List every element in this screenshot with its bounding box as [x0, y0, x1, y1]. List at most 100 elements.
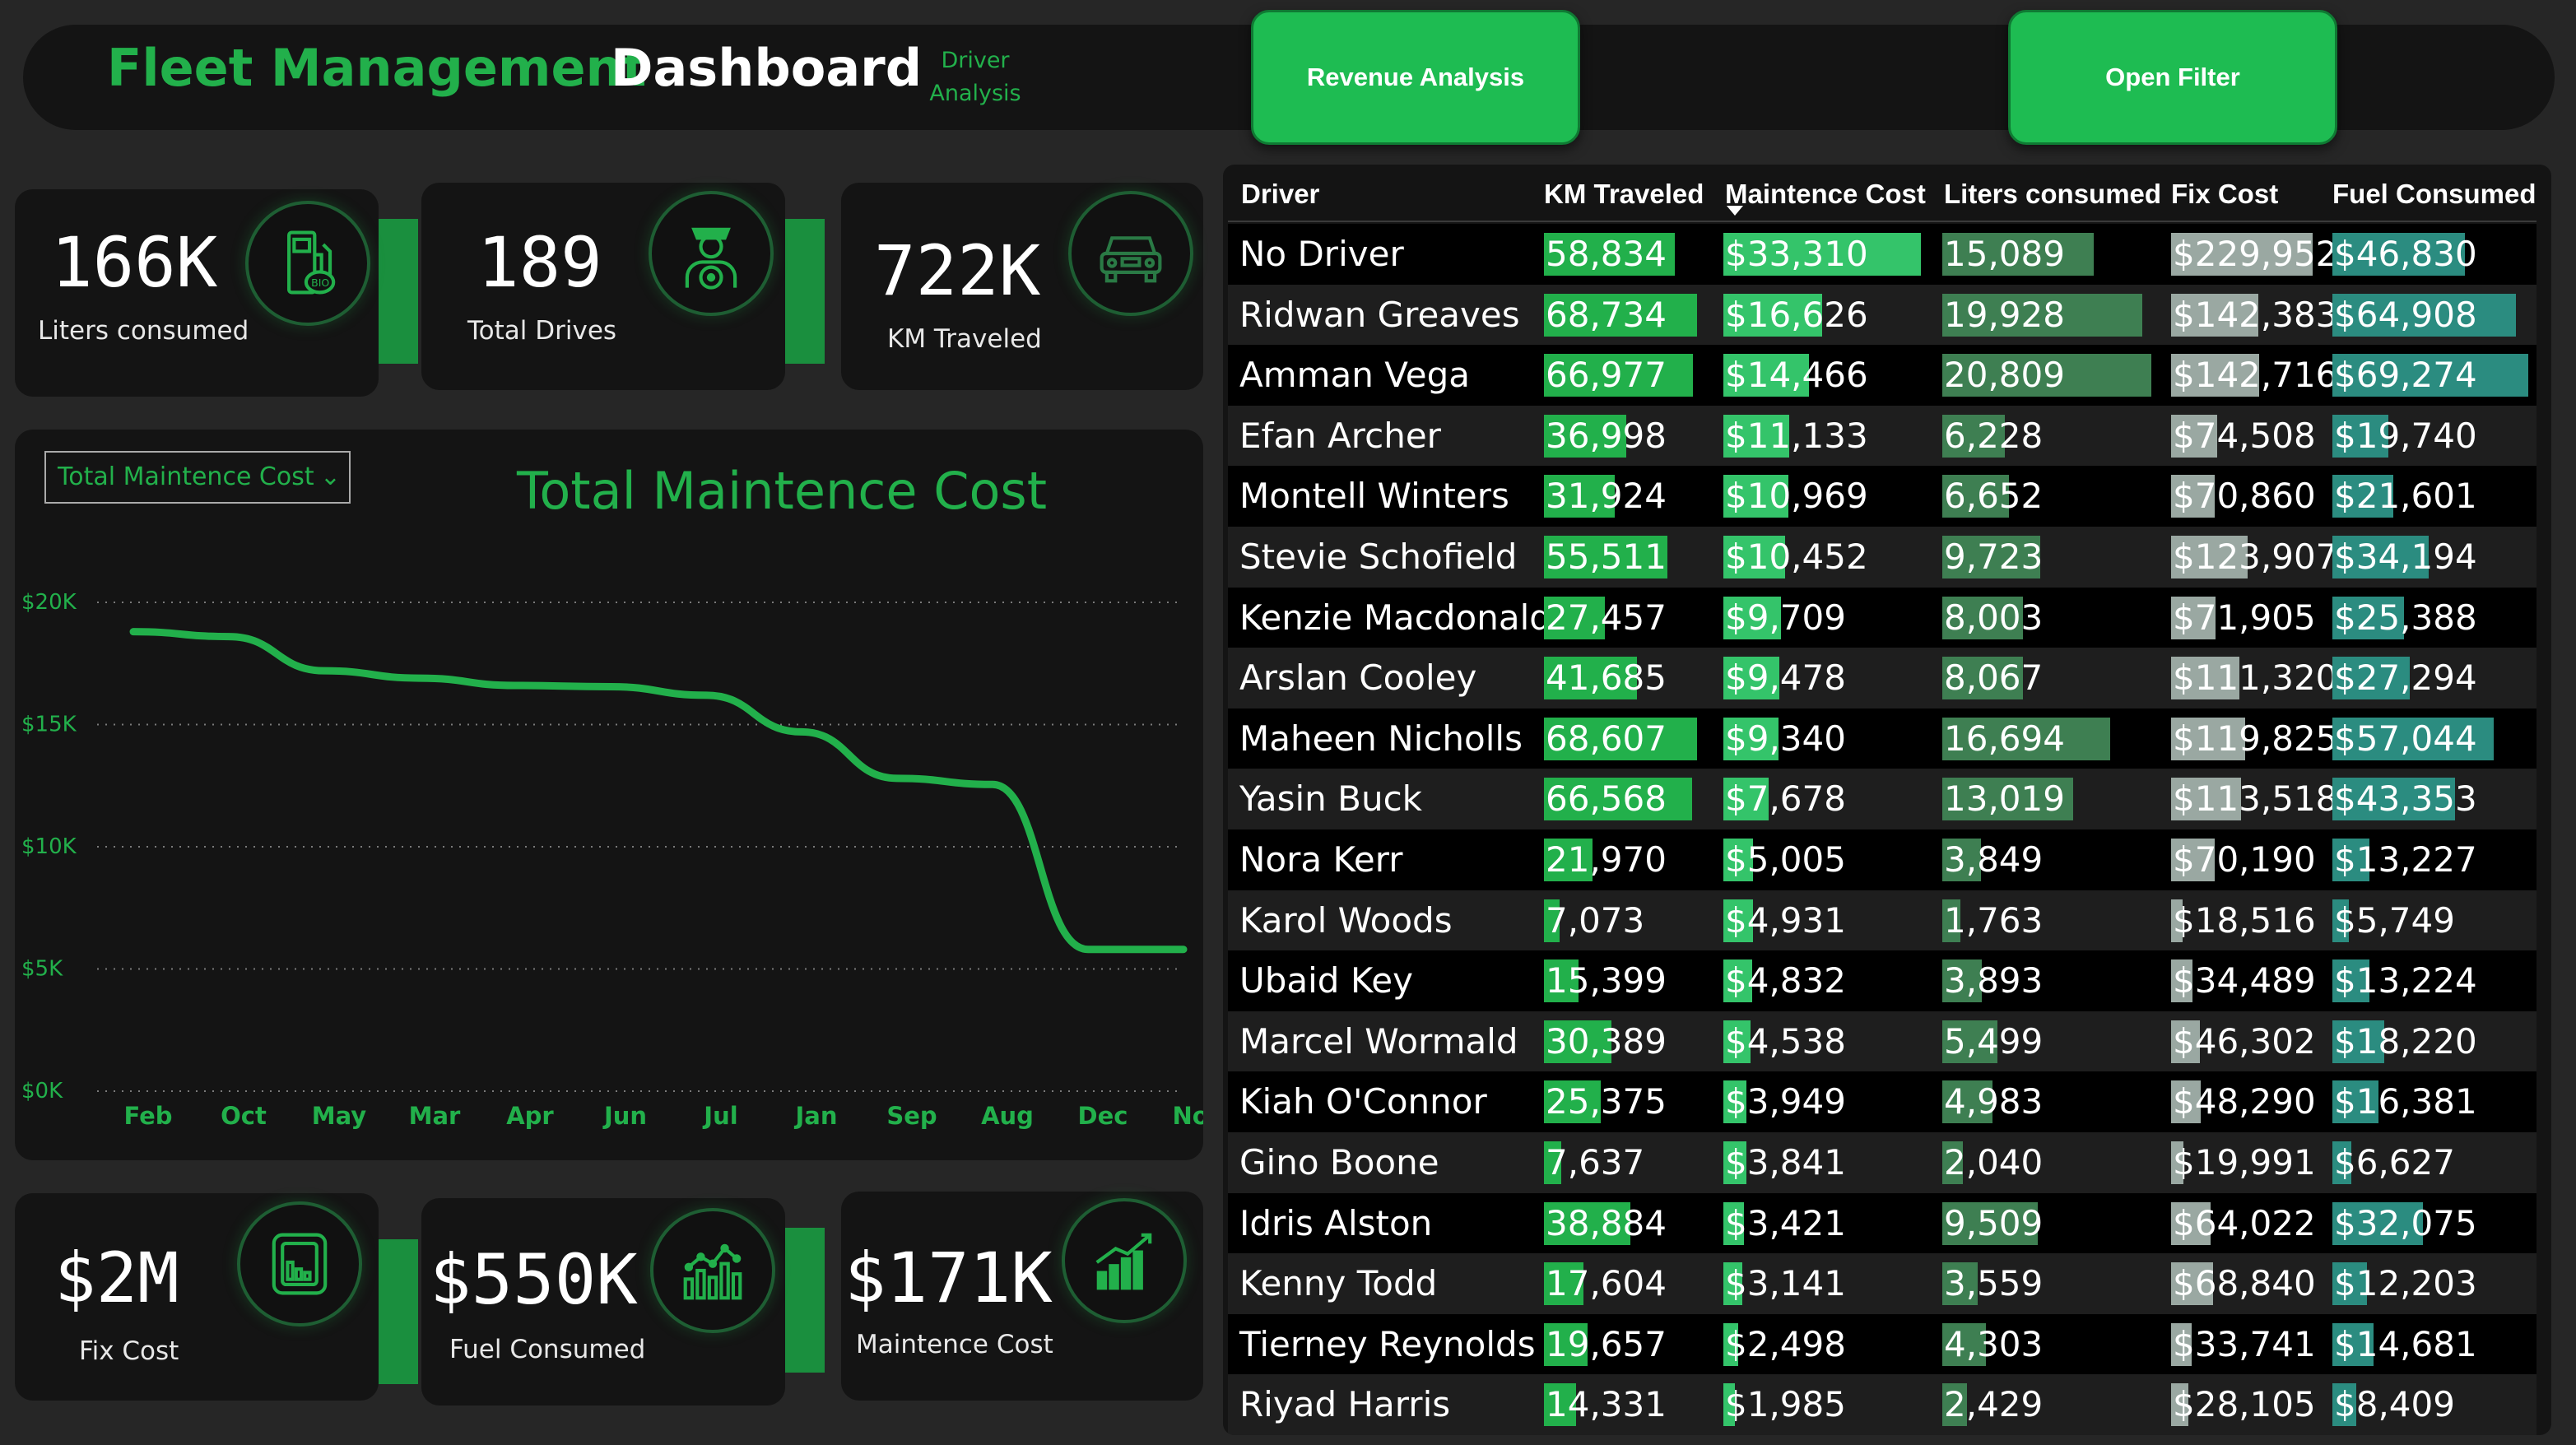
fix-value: $33,741 — [2173, 1323, 2316, 1364]
kpi-connector — [785, 219, 825, 364]
maint-value: $10,452 — [1725, 537, 1868, 577]
column-header-driver[interactable]: Driver — [1241, 179, 1320, 209]
data-bar — [1942, 778, 2073, 821]
maint-cell: $5,005 — [1723, 829, 1921, 890]
data-bar — [1723, 1141, 1746, 1184]
open-filter-button[interactable]: Open Filter — [2008, 10, 2337, 145]
data-bar — [1942, 1201, 2039, 1245]
table-row[interactable]: Kenzie Macdonald 27,457 $9,709 8,003 $71,905… — [1228, 587, 2536, 648]
x-tick-label: Oct — [221, 1102, 267, 1130]
data-bar — [2171, 1322, 2192, 1366]
table-row[interactable]: Nora Kerr 21,970 $5,005 3,849 $70,190 $13,227 — [1228, 829, 2536, 890]
table-row[interactable]: Montell Winters 31,924 $10,969 6,652 $70,860… — [1228, 466, 2536, 527]
fix-value: $34,489 — [2173, 960, 2316, 1001]
table-row[interactable]: Gino Boone 7,637 $3,841 2,040 $19,991 $6,627 — [1228, 1132, 2536, 1193]
data-bar — [1723, 414, 1790, 458]
table-row[interactable]: Idris Alston 38,884 $3,421 9,509 $64,022 $32,… — [1228, 1192, 2536, 1254]
kpi-connector — [785, 1228, 825, 1373]
km-value: 17,604 — [1546, 1263, 1667, 1304]
x-tick-label: Jan — [793, 1102, 837, 1130]
table-row[interactable]: Kiah O'Connor 25,375 $3,949 4,983 $48,290 $16… — [1228, 1071, 2536, 1133]
fix-value: $119,825 — [2173, 718, 2338, 759]
fuel-value: $6,627 — [2334, 1142, 2455, 1182]
data-bar — [2332, 657, 2410, 700]
data-bar — [1544, 899, 1560, 942]
driver-name-cell: Kenzie Macdonald — [1239, 597, 1551, 638]
data-bar — [1544, 1080, 1601, 1124]
column-header-liters[interactable]: Liters consumed — [1944, 179, 2162, 209]
series-line[interactable] — [129, 628, 1188, 954]
table-row[interactable]: Ridwan Greaves 68,734 $16,626 19,928 $142,38… — [1228, 284, 2536, 346]
driver-name-cell: Arslan Cooley — [1239, 657, 1477, 699]
data-bar — [1723, 596, 1781, 639]
km-cell: 7,637 — [1544, 1132, 1697, 1193]
fuel-cell: $13,227 — [2332, 829, 2528, 890]
data-bar — [1723, 839, 1754, 881]
fix-value: $68,840 — [2173, 1263, 2316, 1304]
table-row[interactable]: Yasin Buck 66,568 $7,678 13,019 $113,518 $43,… — [1228, 769, 2536, 830]
table-row[interactable]: Efan Archer 36,998 $11,133 6,228 $74,508 $19,… — [1228, 405, 2536, 467]
column-header-maintenance[interactable]: Maintence Cost — [1725, 179, 1926, 209]
km-value: 25,375 — [1546, 1081, 1667, 1122]
fuel-value: $34,194 — [2334, 537, 2477, 577]
fix-value: $123,907 — [2173, 537, 2338, 577]
fuel-cell: $43,353 — [2332, 769, 2528, 829]
liters-value: 4,983 — [1944, 1081, 2044, 1122]
maint-value: $5,005 — [1725, 839, 1846, 880]
liters-value: 15,089 — [1944, 234, 2065, 274]
measure-selector[interactable]: Total Maintence Cost ⌄ — [44, 451, 351, 504]
chart-title: Total Maintence Cost — [517, 461, 1048, 521]
column-header-fix-cost[interactable]: Fix Cost — [2171, 179, 2279, 209]
table-row[interactable]: Karol Woods 7,073 $4,931 1,763 $18,516 $5,749 — [1228, 890, 2536, 951]
data-bar — [2171, 899, 2183, 942]
column-header-km[interactable]: KM Traveled — [1544, 179, 1704, 209]
data-bar — [2171, 233, 2313, 276]
column-header-fuel[interactable]: Fuel Consumed — [2332, 179, 2536, 209]
table-row[interactable]: Amman Vega 66,977 $14,466 20,809 $142,716 $69… — [1228, 345, 2536, 407]
liters-cell: 5,499 — [1942, 1011, 2151, 1072]
liters-value: 19,928 — [1944, 294, 2065, 335]
data-bar — [2171, 1383, 2189, 1427]
driver-name-cell: Tierney Reynolds — [1239, 1323, 1536, 1364]
maint-value: $4,832 — [1725, 960, 1846, 1001]
page-title: Dashboard — [611, 38, 923, 98]
driver-name-cell: Maheen Nicholls — [1239, 718, 1523, 759]
km-value: 66,977 — [1546, 355, 1667, 396]
table-row[interactable]: Ubaid Key 15,399 $4,832 3,893 $34,489 $13,224 — [1228, 950, 2536, 1012]
maint-cell: $11,133 — [1723, 406, 1921, 467]
liters-value: 8,067 — [1944, 657, 2044, 699]
table-row[interactable]: Tierney Reynolds 19,657 $2,498 4,303 $33,741… — [1228, 1313, 2536, 1375]
driver-name-cell: Ubaid Key — [1239, 960, 1413, 1001]
driver-name-cell: Kenny Todd — [1239, 1263, 1438, 1304]
fix-value: $46,302 — [2173, 1020, 2316, 1062]
table-row[interactable]: Arslan Cooley 41,685 $9,478 8,067 $111,320 $2… — [1228, 648, 2536, 709]
table-row[interactable]: Riyad Harris 14,331 $1,985 2,429 $28,105 $8,4… — [1228, 1374, 2536, 1435]
driver-name-cell: No Driver — [1239, 234, 1404, 274]
fix-value: $48,290 — [2173, 1081, 2316, 1122]
data-bar — [2332, 1262, 2367, 1306]
driver-analysis-link[interactable]: Driver Analysis — [922, 44, 1029, 110]
driver-name-cell: Yasin Buck — [1239, 778, 1422, 820]
fuel-value: $32,075 — [2334, 1202, 2477, 1243]
data-bar — [1942, 1141, 1963, 1184]
data-bar — [2332, 1383, 2356, 1427]
liters-cell: 2,429 — [1942, 1374, 2151, 1435]
fix-cell: $33,741 — [2171, 1314, 2316, 1375]
fuel-cell: $13,224 — [2332, 950, 2528, 1011]
maint-value: $3,141 — [1725, 1263, 1846, 1304]
driver-name-cell: Marcel Wormald — [1239, 1020, 1518, 1062]
maint-cell: $2,498 — [1723, 1314, 1921, 1375]
fuel-cell: $19,740 — [2332, 406, 2528, 467]
fix-value: $113,518 — [2173, 778, 2338, 820]
data-bar — [2171, 1141, 2183, 1184]
table-row[interactable]: No Driver 58,834 $33,310 15,089 $229,952 $46,… — [1228, 224, 2536, 285]
km-value: 7,073 — [1546, 899, 1645, 941]
fix-cell: $18,516 — [2171, 890, 2316, 951]
table-row[interactable]: Maheen Nicholls 68,607 $9,340 16,694 $119,82… — [1228, 708, 2536, 769]
table-row[interactable]: Stevie Schofield 55,511 $10,452 9,723 $123,9… — [1228, 527, 2536, 588]
revenue-analysis-button[interactable]: Revenue Analysis — [1251, 10, 1580, 145]
table-row[interactable]: Kenny Todd 17,604 $3,141 3,559 $68,840 $12,20… — [1228, 1253, 2536, 1315]
data-bar — [1942, 475, 2010, 518]
table-row[interactable]: Marcel Wormald 30,389 $4,538 5,499 $46,302 $1… — [1228, 1011, 2536, 1072]
growth-chart-icon — [1062, 1198, 1187, 1323]
